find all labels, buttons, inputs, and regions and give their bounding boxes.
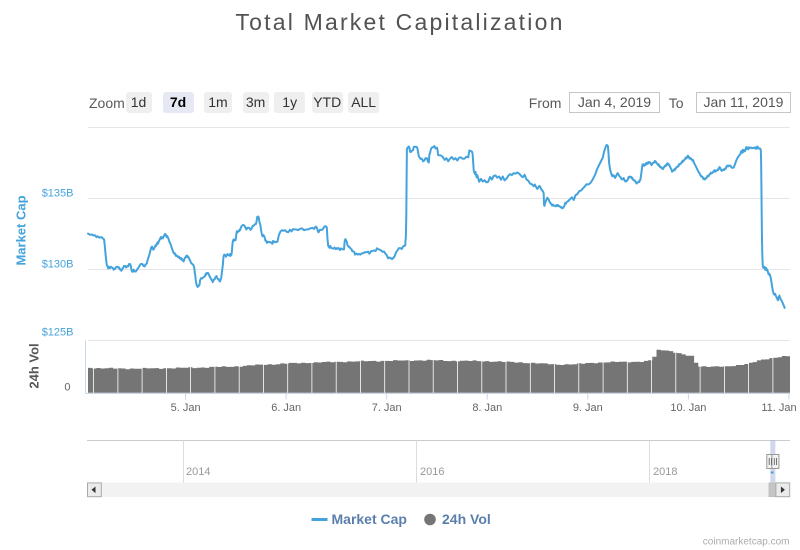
svg-text:7. Jan: 7. Jan — [372, 402, 402, 414]
svg-text:2016: 2016 — [420, 466, 444, 478]
svg-text:9. Jan: 9. Jan — [573, 402, 603, 414]
svg-text:2018: 2018 — [653, 466, 677, 478]
svg-text:10. Jan: 10. Jan — [670, 402, 706, 414]
svg-text:24h Vol: 24h Vol — [442, 511, 491, 527]
svg-text:Market Cap: Market Cap — [332, 511, 407, 527]
svg-text:8. Jan: 8. Jan — [472, 402, 502, 414]
svg-text:24h Vol: 24h Vol — [27, 343, 42, 388]
svg-text:$130B: $130B — [42, 259, 74, 271]
svg-text:$125B: $125B — [42, 327, 74, 339]
svg-text:coinmarketcap.com: coinmarketcap.com — [703, 537, 790, 548]
svg-text:5. Jan: 5. Jan — [171, 402, 201, 414]
svg-text:11. Jan: 11. Jan — [761, 402, 796, 414]
svg-text:0: 0 — [64, 382, 70, 394]
svg-text:Market Cap: Market Cap — [14, 195, 29, 265]
svg-text:6. Jan: 6. Jan — [271, 402, 301, 414]
svg-text:$135B: $135B — [42, 188, 74, 200]
svg-text:2014: 2014 — [186, 466, 210, 478]
